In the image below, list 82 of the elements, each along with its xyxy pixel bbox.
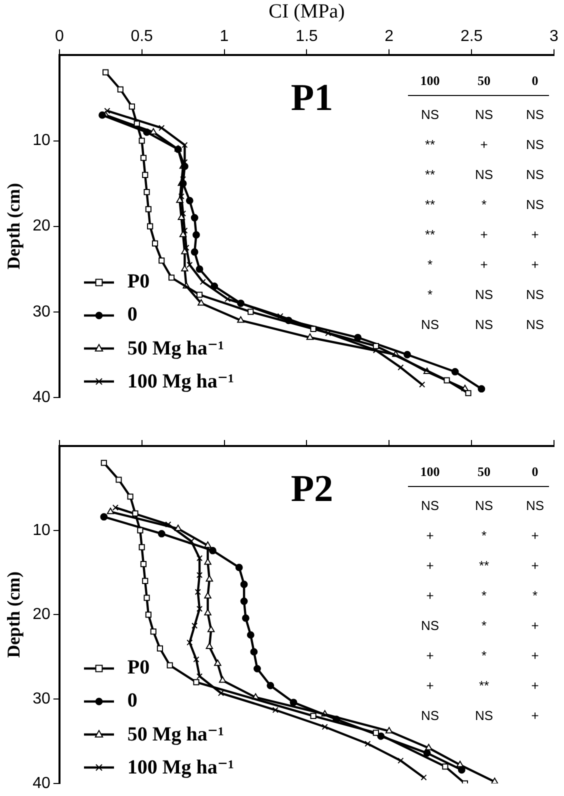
y-tick-label: 10 — [32, 132, 50, 150]
y-tick-label: 10 — [32, 522, 50, 539]
annotation: 100 — [420, 73, 440, 88]
annotation: NS — [474, 167, 494, 182]
annotation: 0 — [532, 73, 538, 88]
annotation: + — [531, 708, 539, 723]
annotation: NS — [526, 317, 544, 332]
annotation: + — [426, 528, 434, 543]
annotation: NS — [526, 167, 544, 182]
annotation: + — [531, 528, 539, 543]
annotation: NS — [474, 317, 494, 332]
y-tick-label: 40 — [32, 388, 50, 406]
x-tick-label: 0 — [54, 28, 64, 46]
text: P2 — [290, 468, 334, 510]
y-tick-label: 30 — [32, 303, 50, 320]
annotation: + — [480, 257, 488, 272]
x-tick-label: 2.5 — [460, 28, 483, 46]
annotation: 50 — [478, 73, 490, 88]
annotation: + — [531, 618, 539, 633]
annotation: NS — [526, 197, 544, 212]
annotation: + — [426, 588, 434, 603]
legend-label: 50 Mg ha⁻¹ — [127, 336, 224, 361]
annotation: * — [481, 528, 487, 543]
y-tick-label: 40 — [32, 774, 50, 792]
legend-label: P0 — [127, 270, 150, 294]
annotation: ** — [424, 167, 436, 182]
x-tick-label: 2 — [384, 28, 394, 46]
annotation: NS — [526, 137, 544, 152]
annotation: * — [427, 287, 433, 302]
annotation: ** — [478, 558, 490, 573]
annotation: NS — [420, 317, 440, 332]
annotation: + — [426, 678, 434, 693]
legend-label: 0 — [127, 304, 138, 327]
annotation: + — [531, 227, 539, 242]
annotation: NS — [474, 107, 494, 122]
annotation: * — [481, 588, 487, 603]
annotation: * — [481, 618, 487, 633]
annotation: NS — [526, 498, 544, 513]
annotation: 50 — [478, 464, 490, 479]
annotation: NS — [474, 708, 494, 723]
y-axis-title: Depth (cm) — [3, 183, 24, 270]
annotation: * — [532, 588, 538, 603]
y-axis-title: Depth (cm) — [3, 571, 24, 658]
annotation: NS — [420, 618, 440, 633]
y-tick-label: 30 — [32, 690, 50, 708]
annotation: + — [480, 227, 488, 242]
annotation: NS — [420, 498, 440, 513]
annotation: 100 — [420, 464, 440, 479]
annotation: * — [427, 257, 433, 272]
x-tick-label: 3 — [550, 28, 559, 46]
annotation: * — [481, 197, 487, 212]
x-axis-title: CI (MPa) — [268, 0, 345, 22]
y-tick-label: 20 — [32, 606, 50, 624]
annotation: NS — [474, 498, 494, 513]
legend-label: 0 — [127, 690, 138, 713]
x-tick-label: 1 — [220, 28, 229, 46]
annotation: NS — [474, 287, 494, 302]
annotation: + — [531, 648, 539, 663]
annotation: ** — [478, 678, 490, 693]
x-tick-label: 0.5 — [130, 28, 154, 46]
annotation: + — [480, 137, 488, 152]
annotation: NS — [420, 107, 440, 122]
legend-label: 100 Mg ha⁻¹ — [127, 370, 234, 394]
legend-label: 100 Mg ha⁻¹ — [127, 756, 234, 780]
annotation: + — [531, 558, 539, 573]
annotation: 0 — [532, 464, 538, 479]
legend-label: P0 — [127, 656, 150, 680]
y-tick-label: 20 — [32, 218, 50, 235]
annotation: NS — [420, 708, 440, 723]
text: P1 — [290, 77, 334, 120]
annotation: + — [426, 648, 434, 663]
annotation: ** — [424, 137, 436, 152]
annotation: NS — [526, 107, 544, 122]
annotation: ** — [424, 227, 436, 242]
annotation: ** — [424, 197, 436, 212]
annotation: * — [481, 648, 487, 663]
x-tick-label: 1.5 — [296, 28, 318, 46]
annotation: NS — [526, 287, 544, 302]
annotation: + — [531, 257, 539, 272]
annotation: + — [531, 678, 539, 693]
annotation: + — [426, 558, 434, 573]
legend-label: 50 Mg ha⁻¹ — [127, 722, 224, 747]
